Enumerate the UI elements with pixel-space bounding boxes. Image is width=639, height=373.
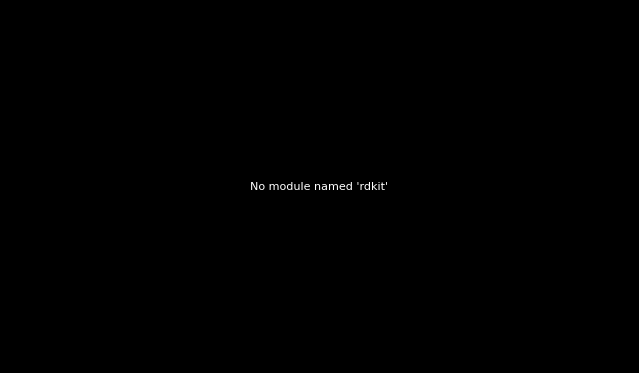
Text: No module named 'rdkit': No module named 'rdkit' xyxy=(250,182,389,191)
